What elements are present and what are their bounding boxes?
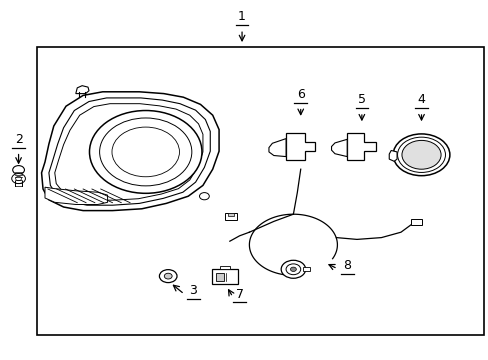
Bar xyxy=(216,273,224,281)
Text: 8: 8 xyxy=(343,259,350,272)
Text: 1: 1 xyxy=(238,10,245,23)
Circle shape xyxy=(112,127,179,177)
Circle shape xyxy=(89,111,202,193)
Polygon shape xyxy=(388,150,396,161)
Text: 5: 5 xyxy=(357,93,365,106)
Circle shape xyxy=(12,174,25,184)
Bar xyxy=(212,269,237,284)
Circle shape xyxy=(285,264,300,275)
Circle shape xyxy=(199,193,209,200)
Polygon shape xyxy=(76,86,89,94)
Circle shape xyxy=(164,273,172,279)
Polygon shape xyxy=(331,139,346,157)
Polygon shape xyxy=(346,133,375,160)
Circle shape xyxy=(290,267,296,271)
Circle shape xyxy=(100,118,191,186)
Bar xyxy=(37,47,483,335)
Bar xyxy=(220,266,229,269)
Polygon shape xyxy=(55,104,203,200)
Text: 7: 7 xyxy=(235,288,243,301)
Polygon shape xyxy=(285,133,315,160)
Circle shape xyxy=(392,134,449,176)
Polygon shape xyxy=(49,98,210,205)
Text: 4: 4 xyxy=(417,93,425,106)
Circle shape xyxy=(16,176,21,181)
Circle shape xyxy=(401,140,440,169)
Bar xyxy=(224,213,236,220)
Text: 3: 3 xyxy=(189,284,197,297)
Text: 2: 2 xyxy=(15,133,22,146)
Polygon shape xyxy=(268,139,285,157)
Circle shape xyxy=(13,166,24,174)
Bar xyxy=(410,219,421,225)
Polygon shape xyxy=(45,187,107,204)
Circle shape xyxy=(159,270,177,283)
Bar xyxy=(227,213,233,216)
Circle shape xyxy=(281,260,305,278)
Bar xyxy=(303,267,309,271)
Polygon shape xyxy=(41,92,219,211)
Circle shape xyxy=(397,137,445,172)
Text: 6: 6 xyxy=(296,88,304,101)
